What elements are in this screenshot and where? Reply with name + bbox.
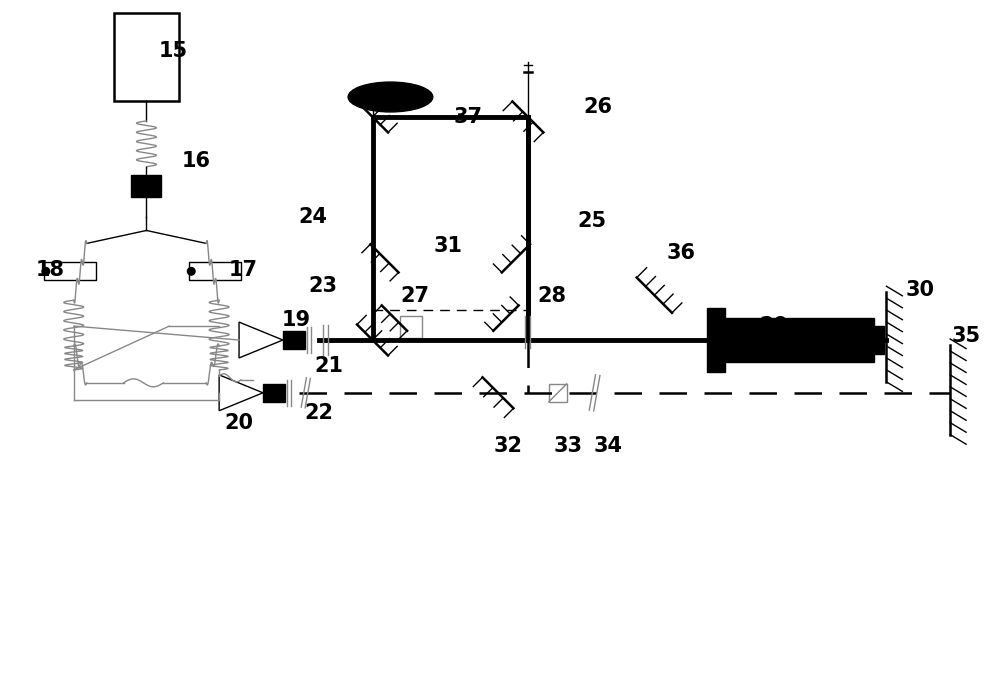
Text: 23: 23 (308, 277, 337, 297)
Bar (549, 384, 567, 402)
Text: 16: 16 (182, 151, 211, 171)
Text: 15: 15 (159, 41, 188, 61)
Circle shape (42, 268, 50, 275)
Text: 22: 22 (304, 402, 333, 422)
Text: 30: 30 (906, 280, 935, 300)
Text: 34: 34 (593, 436, 622, 455)
Text: 35: 35 (952, 326, 981, 346)
Text: 32: 32 (493, 436, 522, 455)
Bar (872, 326, 884, 354)
Bar (189, 262, 241, 280)
Circle shape (187, 268, 195, 275)
Bar (723, 318, 874, 362)
Bar (400, 316, 422, 338)
Bar (44, 262, 96, 280)
Ellipse shape (348, 82, 433, 112)
Text: 17: 17 (229, 260, 258, 280)
Text: 29: 29 (759, 316, 788, 336)
Text: 19: 19 (281, 310, 310, 330)
Text: 20: 20 (225, 413, 254, 433)
Text: 18: 18 (35, 260, 64, 280)
Bar (131, 175, 161, 197)
Bar (263, 384, 285, 402)
Text: 33: 33 (553, 436, 582, 455)
Text: 21: 21 (314, 356, 343, 376)
Bar (707, 308, 725, 372)
Text: 36: 36 (667, 244, 696, 264)
Text: 26: 26 (583, 97, 612, 117)
Text: 25: 25 (577, 211, 606, 230)
Bar (283, 331, 305, 349)
Text: 31: 31 (434, 237, 463, 257)
Text: 24: 24 (298, 206, 327, 226)
Text: 37: 37 (454, 107, 483, 127)
Bar (114, 13, 179, 101)
Text: 27: 27 (401, 286, 430, 306)
Text: 28: 28 (537, 286, 566, 306)
